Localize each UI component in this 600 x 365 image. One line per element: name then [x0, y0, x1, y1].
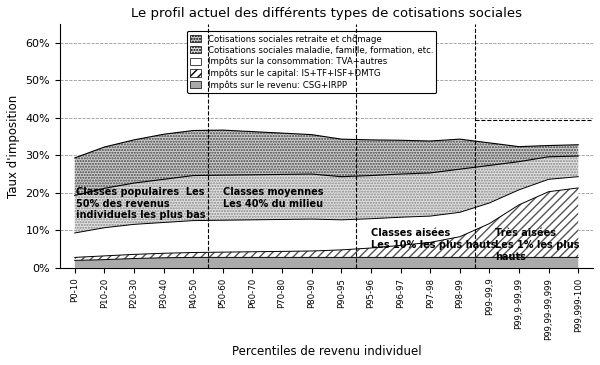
Title: Le profil actuel des différents types de cotisations sociales: Le profil actuel des différents types de… — [131, 7, 522, 20]
Text: Classes moyennes
Les 40% du milieu: Classes moyennes Les 40% du milieu — [223, 187, 323, 209]
Text: Classes populaires  Les
50% des revenus
individuels les plus bas: Classes populaires Les 50% des revenus i… — [76, 187, 206, 220]
Text: Très aisées
Les 1% les plus
hauts: Très aisées Les 1% les plus hauts — [496, 228, 580, 262]
X-axis label: Percentiles de revenu individuel: Percentiles de revenu individuel — [232, 345, 421, 358]
Legend: Cotisations sociales retraite et chômage, Cotisations sociales maladie, famille,: Cotisations sociales retraite et chômage… — [187, 31, 436, 93]
Y-axis label: Taux d'imposition: Taux d'imposition — [7, 94, 20, 197]
Text: Classes aisées
Les 10% les plus hauts: Classes aisées Les 10% les plus hauts — [371, 228, 496, 250]
